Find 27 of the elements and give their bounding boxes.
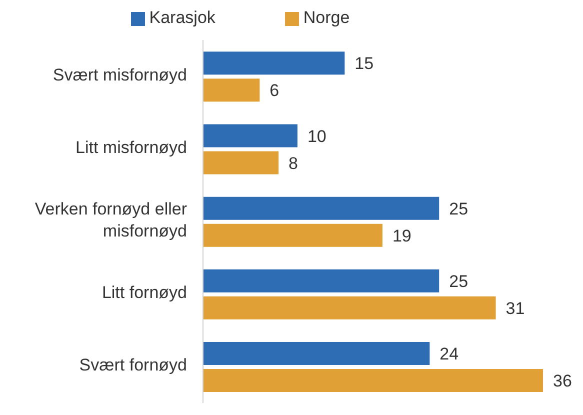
bar	[203, 296, 496, 320]
data-label: 31	[506, 298, 525, 318]
data-label: 6	[270, 81, 280, 100]
legend-label: Norge	[303, 8, 350, 27]
data-label: 24	[440, 344, 459, 364]
y-tick-label: Litt misfornøyd	[76, 138, 187, 158]
data-label: 19	[392, 226, 412, 246]
data-label: 25	[449, 272, 468, 291]
bar	[203, 269, 440, 292]
bar	[203, 124, 298, 148]
y-tick-label: Verken fornøyd eller misfornøyd	[34, 200, 188, 241]
y-tick-label: Svært fornøyd	[79, 356, 187, 376]
bar	[203, 369, 543, 392]
bar	[203, 52, 345, 75]
data-label: 36	[553, 372, 572, 391]
data-label: 25	[449, 199, 468, 218]
legend-label: Karasjok	[149, 8, 216, 27]
data-label: 10	[307, 126, 326, 146]
bar	[203, 151, 279, 174]
bar	[203, 78, 260, 102]
data-label: 15	[354, 54, 374, 74]
data-label: 8	[288, 154, 298, 173]
bar	[203, 196, 440, 220]
bar	[203, 342, 430, 366]
bar	[203, 224, 382, 247]
y-tick-label: Svært misfornøyd	[52, 66, 187, 85]
y-tick-label: Litt fornøyd	[102, 284, 187, 303]
